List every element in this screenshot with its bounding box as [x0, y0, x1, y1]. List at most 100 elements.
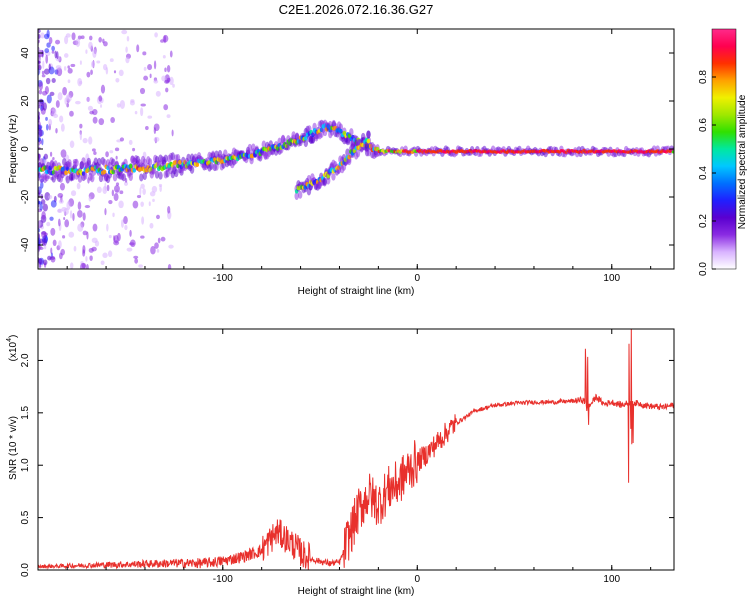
spectrogram-noise-cell [55, 39, 61, 45]
spectrogram-noise-cell [51, 45, 55, 52]
colorbar-tick-label: 0.6 [698, 118, 709, 132]
spectrogram-cells [38, 29, 674, 269]
spectrogram-noise-cell [157, 237, 161, 244]
snr-ylabel: SNR (10 * v/v) [8, 416, 19, 480]
spectrogram-ytick-label: -40 [20, 237, 31, 252]
colorbar-gradient [711, 28, 737, 270]
spectrogram-noise-cell [44, 48, 50, 54]
spectrogram-noise-cell [41, 138, 44, 146]
spectrogram-noise-cell [43, 68, 50, 75]
spectrogram-cell [83, 171, 88, 180]
spectrogram-cell [139, 173, 144, 182]
spectrogram-noise-cell [54, 50, 57, 59]
spectrogram-noise-cell [79, 131, 83, 141]
spectrogram-cell [65, 175, 70, 184]
spectrogram-noise-cell [45, 116, 48, 121]
spectrogram-noise-cell [70, 63, 76, 68]
spectrogram-noise-cell [88, 136, 93, 145]
spectrogram-noise-cell [60, 123, 65, 132]
spectrogram-noise-cell [80, 35, 85, 40]
spectrogram-noise-cell [60, 149, 67, 158]
spectrogram-noise-cell [61, 206, 67, 212]
spectrogram-cell [142, 158, 147, 167]
spectrogram-noise-cell [92, 49, 97, 58]
spectrogram-noise-cell [59, 182, 66, 191]
spectrogram-noise-cell [108, 234, 112, 239]
spectrogram-cell [158, 171, 163, 180]
spectrogram-noise-cell [109, 150, 114, 154]
spectrogram-cell [355, 149, 361, 158]
spectrogram-noise-cell [38, 81, 44, 91]
spectrogram-noise-cell [119, 99, 125, 109]
spectrogram-noise-cell [52, 239, 57, 247]
spectrogram-noise-cell [42, 102, 47, 111]
spectrogram-noise-cell [59, 115, 64, 123]
spectrogram-noise-cell [138, 264, 143, 268]
spectrogram-noise-cell [96, 60, 101, 64]
spectrogram-noise-cell [105, 151, 109, 158]
spectrogram-noise-cell [38, 237, 41, 246]
spectrogram-noise-cell [71, 32, 76, 41]
spectrogram-noise-cell [48, 63, 51, 71]
spectrogram-noise-cell [129, 239, 136, 248]
spectrogram-cell [97, 157, 102, 166]
spectrogram-noise-cell [159, 185, 162, 192]
snr-scale-base: (x10 [8, 341, 19, 361]
spectrogram-noise-cell [114, 147, 120, 152]
spectrogram-noise-cell [43, 244, 47, 250]
spectrogram-noise-cell [115, 155, 118, 160]
spectrogram-cell [186, 153, 191, 162]
spectrogram-noise-cell [143, 66, 147, 71]
spectrogram-noise-cell [162, 55, 166, 59]
spectrogram-noise-cell [113, 240, 120, 246]
snr-ytick-label: 0.5 [20, 510, 31, 524]
spectrogram-noise-cell [129, 100, 135, 106]
spectrogram-noise-cell [128, 139, 133, 145]
spectrogram-noise-cell [46, 94, 52, 104]
spectrogram-noise-cell [64, 35, 69, 45]
spectrogram-noise-cell [82, 230, 88, 236]
spectrogram-cell [77, 174, 83, 183]
spectrogram-noise-cell [84, 204, 91, 209]
spectrogram-noise-cell [38, 137, 42, 142]
spectrogram-noise-cell [163, 35, 167, 44]
spectrogram-noise-cell [58, 199, 64, 204]
spectrogram-cell [151, 166, 156, 175]
spectrogram-noise-cell [98, 95, 103, 102]
spectrogram-noise-cell [93, 151, 97, 156]
spectrogram-noise-cell [111, 189, 115, 197]
spectrogram-noise-cell [45, 77, 51, 85]
spectrogram-noise-cell [106, 184, 110, 192]
spectrogram-noise-cell [48, 118, 53, 126]
spectrogram-cell [247, 143, 253, 152]
spectrogram-noise-cell [100, 84, 106, 94]
spectrogram-noise-cell [140, 235, 145, 239]
spectrogram-noise-cell [142, 188, 146, 195]
spectrogram-noise-cell [42, 60, 45, 69]
spectrogram-noise-cell [48, 195, 53, 200]
spectrogram-noise-cell [100, 104, 103, 108]
spectrogram-noise-cell [50, 255, 56, 263]
spectrogram-noise-cell [149, 73, 152, 79]
spectrogram-noise-cell [154, 242, 159, 249]
spectrogram-noise-cell [86, 71, 91, 78]
spectrogram-noise-cell [66, 95, 72, 102]
spectrogram-cell [64, 170, 68, 175]
spectrogram-noise-cell [38, 33, 41, 40]
spectrogram-noise-cell [172, 83, 175, 88]
spectrogram-noise-cell [132, 147, 136, 152]
snr-scale-close: ) [8, 335, 19, 338]
spectrogram-cell [163, 154, 168, 163]
spectrogram-noise-cell [38, 227, 41, 233]
spectrogram-noise-cell [72, 212, 75, 222]
spectrogram-noise-cell [42, 203, 48, 212]
spectrogram-cell [671, 150, 674, 154]
spectrogram-noise-cell [64, 219, 70, 228]
spectrogram-noise-cell [155, 90, 161, 97]
spectrogram-cell [174, 169, 179, 178]
colorbar-tick-label: 0.4 [698, 166, 709, 180]
spectrogram-cell [294, 192, 299, 201]
spectrogram-noise-cell [100, 260, 105, 266]
spectrogram-noise-cell [48, 37, 53, 45]
spectrogram-noise-cell [123, 181, 129, 186]
